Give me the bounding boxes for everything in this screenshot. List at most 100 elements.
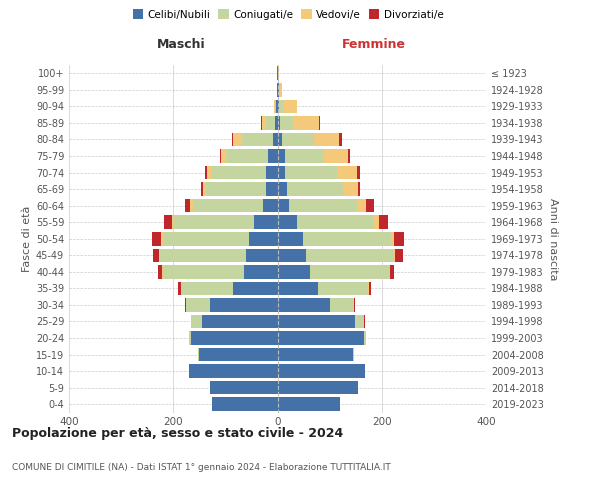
Bar (198, 348, 199, 362)
Bar (277, 132, 281, 146)
Bar (306, 248, 394, 262)
Bar (277, 199, 289, 212)
Bar (233, 282, 277, 295)
Bar (310, 265, 389, 278)
Bar (205, 166, 207, 179)
Bar (262, 116, 266, 130)
Bar (277, 166, 286, 179)
Bar (186, 298, 210, 312)
Bar (246, 248, 277, 262)
Legend: Celibi/Nubili, Coniugati/e, Vedovi/e, Divorziati/e: Celibi/Nubili, Coniugati/e, Vedovi/e, Di… (128, 5, 448, 24)
Bar (266, 182, 277, 196)
Bar (277, 182, 287, 196)
Bar (249, 232, 277, 245)
Bar (302, 232, 391, 245)
Bar (189, 332, 191, 345)
Bar (277, 216, 298, 229)
Bar (193, 199, 263, 212)
Bar (277, 149, 286, 163)
Bar (277, 314, 355, 328)
Bar (277, 398, 340, 411)
Bar (277, 83, 278, 96)
Bar (394, 248, 395, 262)
Bar (161, 232, 163, 245)
Bar (358, 182, 360, 196)
Bar (185, 199, 190, 212)
Bar (275, 116, 277, 130)
Bar (190, 199, 193, 212)
Bar (357, 166, 360, 179)
Bar (202, 314, 277, 328)
Bar (160, 248, 246, 262)
Bar (298, 216, 374, 229)
Bar (277, 282, 318, 295)
Bar (181, 282, 233, 295)
Bar (199, 348, 277, 362)
Bar (233, 132, 242, 146)
Bar (277, 364, 365, 378)
Bar (391, 232, 394, 245)
Bar (325, 149, 348, 163)
Bar (152, 232, 161, 245)
Text: Femmine: Femmine (341, 38, 406, 51)
Bar (153, 248, 159, 262)
Bar (173, 216, 254, 229)
Bar (189, 364, 277, 378)
Bar (220, 149, 221, 163)
Bar (191, 332, 277, 345)
Bar (286, 149, 325, 163)
Bar (242, 132, 274, 146)
Bar (206, 182, 266, 196)
Bar (203, 182, 206, 196)
Bar (355, 314, 364, 328)
Bar (266, 116, 275, 130)
Bar (185, 298, 186, 312)
Bar (221, 149, 226, 163)
Bar (158, 265, 163, 278)
Bar (357, 199, 366, 212)
Bar (277, 100, 278, 113)
Y-axis label: Anni di nascita: Anni di nascita (548, 198, 557, 280)
Bar (277, 332, 364, 345)
Bar (278, 83, 280, 96)
Bar (368, 282, 369, 295)
Bar (337, 166, 357, 179)
Bar (277, 248, 306, 262)
Bar (210, 381, 277, 394)
Bar (159, 248, 160, 262)
Bar (163, 232, 249, 245)
Text: Maschi: Maschi (157, 38, 206, 51)
Bar (287, 182, 343, 196)
Bar (274, 132, 277, 146)
Bar (343, 182, 358, 196)
Bar (353, 298, 355, 312)
Bar (244, 265, 277, 278)
Bar (318, 282, 368, 295)
Bar (275, 100, 277, 113)
Y-axis label: Fasce di età: Fasce di età (22, 206, 32, 272)
Bar (280, 116, 293, 130)
Bar (374, 216, 379, 229)
Bar (277, 348, 353, 362)
Bar (232, 132, 233, 146)
Bar (278, 100, 284, 113)
Bar (280, 83, 282, 96)
Bar (284, 100, 297, 113)
Text: COMUNE DI CIMITILE (NA) - Dati ISTAT 1° gennaio 2024 - Elaborazione TUTTITALIA.I: COMUNE DI CIMITILE (NA) - Dati ISTAT 1° … (12, 462, 391, 471)
Bar (286, 166, 337, 179)
Bar (254, 216, 277, 229)
Bar (210, 298, 277, 312)
Bar (277, 116, 280, 130)
Bar (201, 182, 203, 196)
Bar (389, 265, 390, 278)
Bar (211, 166, 266, 179)
Bar (339, 132, 341, 146)
Bar (394, 232, 404, 245)
Bar (191, 314, 202, 328)
Bar (277, 265, 310, 278)
Bar (274, 100, 275, 113)
Bar (364, 332, 366, 345)
Bar (212, 398, 277, 411)
Bar (314, 132, 339, 146)
Bar (226, 149, 268, 163)
